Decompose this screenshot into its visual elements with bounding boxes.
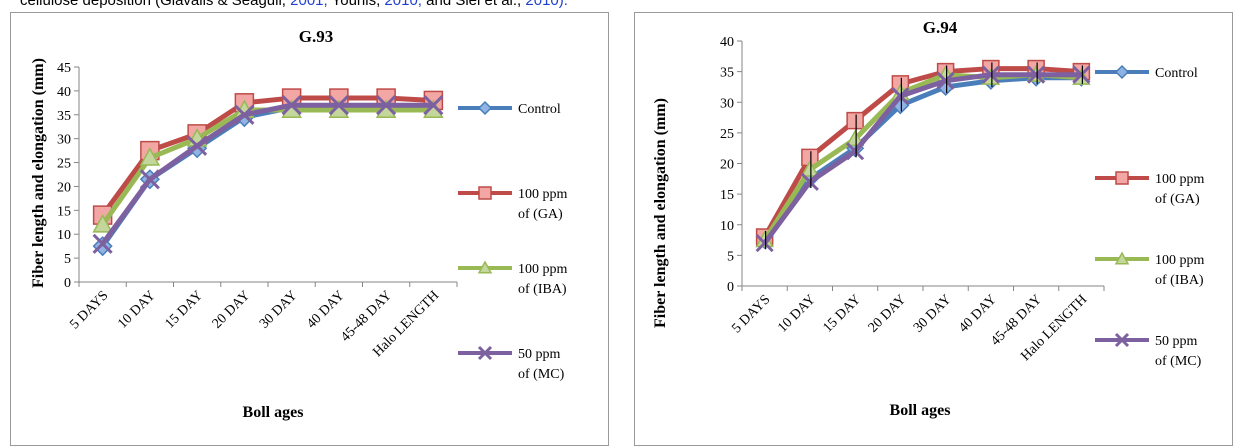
chart-panel-g93: G.93 0 5 10 15 20 25 30 35 40 45 5 DAYS 10 DAY 15 DAY… [10, 12, 609, 446]
c2-point-mc [755, 234, 774, 253]
c2-y-axis-title: Fiber length and elongation (mm) [652, 98, 669, 328]
c1-y-tick-label: 0 [64, 276, 71, 291]
chart-g94: G.94 0 5 10 15 20 25 30 35 40 5 DAYS 10 DAY 15 DAY 20… [652, 18, 1205, 419]
c2-x-tick-label: 10 DAY [775, 292, 819, 336]
c1-y-tick-label: 40 [57, 85, 71, 100]
c2-point-mc [936, 71, 955, 90]
c1-point-mc [328, 95, 349, 116]
c1-x-tick-label: 30 DAY [257, 288, 301, 332]
c1-point-mc [92, 233, 113, 254]
c2-legend-label-control: Control [1155, 66, 1198, 81]
caption-mid: Younis, [327, 0, 381, 9]
c1-point-mc [423, 95, 444, 116]
c2-legend-marker-ga [1115, 171, 1129, 185]
c2-y-tick-label: 40 [720, 35, 734, 50]
c2-legend-label-mc: 50 ppm of (MC) [1155, 334, 1202, 369]
c2-point-mc [800, 172, 819, 191]
c1-point-mc [376, 95, 397, 116]
c1-legend-label-iba: 100 ppm of (IBA) [518, 262, 568, 297]
c2-y-tick-label: 20 [720, 158, 734, 173]
c2-point-iba [800, 160, 820, 177]
c2-y-tick-label: 10 [720, 219, 734, 234]
caption-ref-1[interactable]: 2001; [285, 0, 328, 9]
c1-series-line-iba [100, 107, 434, 227]
c2-x-tick-label: 20 DAY [866, 292, 910, 336]
c2-legend-label-iba: 100 ppm of (IBA) [1155, 253, 1205, 288]
c1-legend-label-mc: 50 ppm of (MC) [518, 347, 565, 382]
c1-y-tick-label: 15 [57, 204, 71, 219]
caption-tail: and Siel et al., [421, 0, 522, 9]
c2-legend-marker-mc [1114, 332, 1130, 348]
c2-series-line-mc [762, 72, 1082, 245]
c1-x-tick-label: 15 DAY [162, 288, 206, 332]
c1-y-tick-label: 30 [57, 133, 71, 148]
c1-legend-marker-control [477, 100, 493, 116]
c1-legend-label-ga: 100 ppm of (GA) [518, 187, 568, 222]
c1-legend-label-control: Control [518, 102, 561, 117]
c1-y-tick-label: 10 [57, 228, 71, 243]
caption-text: cellulose deposition (Giavalis & Seagull… [20, 0, 568, 9]
c2-y-tick-label: 25 [720, 127, 734, 142]
c1-y-tick-label: 20 [57, 180, 71, 195]
c2-y-tick-label: 5 [727, 249, 734, 264]
c1-x-tick-label: 5 DAYS [67, 288, 111, 332]
c2-point-mc [1027, 65, 1046, 84]
c1-x-axis-title: Boll ages [243, 404, 304, 421]
c1-legend-marker-mc [477, 345, 493, 361]
c2-title: G.94 [923, 18, 958, 37]
c2-point-mc [1072, 65, 1091, 84]
c1-point-iba [92, 214, 113, 233]
c1-point-mc [281, 95, 302, 116]
c2-point-iba [845, 129, 865, 147]
c2-x-tick-label: 30 DAY [911, 292, 955, 336]
c1-point-mc [139, 169, 160, 190]
c1-y-tick-label: 5 [64, 252, 71, 267]
c2-y-tick-label: 35 [720, 66, 734, 81]
c1-y-tick-label: 45 [57, 61, 71, 76]
c1-title: G.93 [299, 27, 333, 46]
c2-y-tick-label: 0 [727, 280, 734, 295]
c1-y-axis-title: Fiber length and elongation (mm) [30, 58, 47, 288]
c1-point-mc [187, 135, 208, 156]
chart-panel-g94: G.94 0 5 10 15 20 25 30 35 40 5 DAYS 10 DAY 15 DAY 20… [634, 12, 1233, 446]
c2-x-axis-title: Boll ages [890, 402, 951, 419]
c2-legend-label-ga: 100 ppm of (GA) [1155, 172, 1205, 207]
c1-legend-marker-iba [477, 260, 493, 274]
caption-main: cellulose deposition (Giavalis & Seagull… [20, 0, 286, 9]
c2-point-mc [981, 65, 1000, 84]
chart-g93: G.93 0 5 10 15 20 25 30 35 40 45 5 DAYS 10 DAY 15 DAY… [30, 27, 568, 421]
c1-x-tick-label: 40 DAY [304, 288, 348, 332]
c1-x-tick-label: 10 DAY [115, 288, 159, 332]
c2-x-tick-label: 15 DAY [820, 292, 864, 336]
c1-y-tick-label: 25 [57, 157, 71, 172]
c2-point-ga [846, 111, 864, 130]
c2-legend-marker-iba [1114, 251, 1130, 265]
c2-point-mc [846, 142, 865, 161]
c2-x-tick-label: 5 DAYS [729, 292, 773, 336]
c2-point-mc [891, 87, 910, 106]
c1-point-iba [139, 147, 161, 166]
c2-y-tick-label: 30 [720, 96, 734, 111]
c1-x-tick-label: 20 DAY [210, 288, 254, 332]
c1-point-mc [234, 104, 255, 125]
c2-legend-marker-control [1114, 64, 1130, 80]
c2-x-tick-label: 40 DAY [956, 292, 1000, 336]
c1-y-tick-label: 35 [57, 109, 71, 124]
c2-y-tick-label: 15 [720, 188, 734, 203]
caption-ref-2[interactable]: 2010; [380, 0, 422, 9]
c1-series-line-mc [100, 102, 434, 246]
c1-legend-marker-ga [478, 186, 492, 200]
caption-ref-3[interactable]: 2010). [521, 0, 568, 9]
